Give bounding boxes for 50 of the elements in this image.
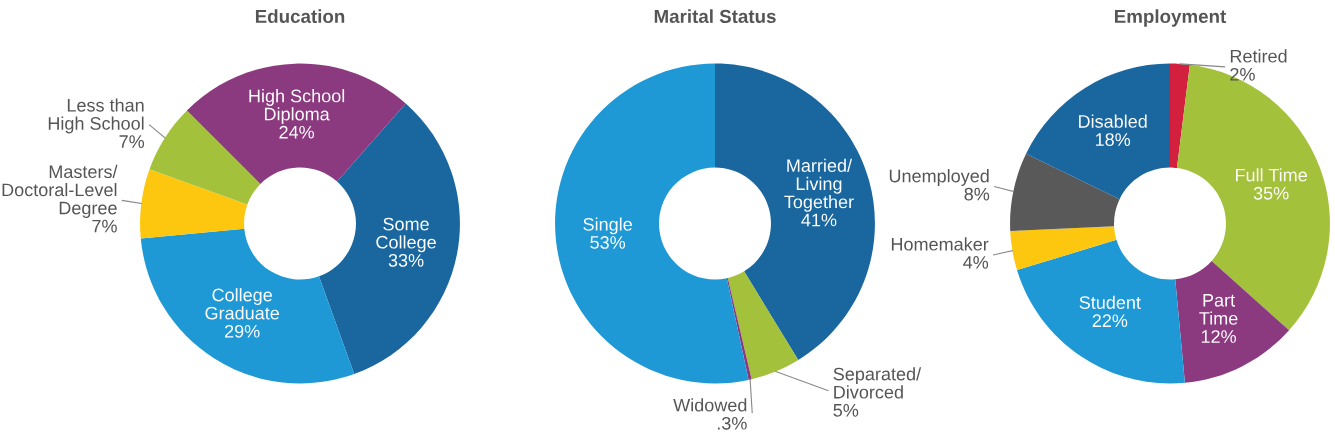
- data-label: 8%: [964, 187, 990, 201]
- data-label: 18%: [1095, 133, 1131, 146]
- slice-label: Masters/ Doctoral-Level Degree: [2, 164, 118, 218]
- slice-label: Full Time: [1235, 168, 1307, 182]
- slice-label: Student: [1079, 295, 1141, 309]
- slice-label: High School Diploma: [249, 89, 345, 125]
- data-label: 2%: [1230, 67, 1255, 81]
- donut-slice: [1010, 153, 1120, 231]
- data-label: 24%: [279, 125, 315, 139]
- data-label: 33%: [388, 253, 424, 267]
- donut-slice: [555, 63, 749, 384]
- data-label: 5%: [833, 404, 859, 417]
- donut-slice: [1176, 64, 1330, 331]
- data-label: 12%: [1201, 330, 1236, 343]
- donut-slice: [149, 110, 261, 205]
- donut-slice: [1170, 63, 1190, 168]
- data-label: 7%: [92, 219, 117, 233]
- slice-label: Unemployed: [889, 169, 989, 186]
- donut-slice: [140, 169, 248, 239]
- donut-slice: [726, 278, 752, 380]
- slice-label: Married/ Living Together: [784, 158, 854, 212]
- slice-label: Part Time: [1199, 294, 1238, 325]
- data-label: 53%: [590, 236, 626, 249]
- donut-slice: [1016, 239, 1185, 384]
- slice-label: Some College: [376, 217, 436, 253]
- donut-slice: [186, 63, 406, 184]
- slice-label: Homemaker: [891, 237, 989, 251]
- data-label: 4%: [963, 256, 989, 269]
- slice-label: Retired: [1230, 49, 1287, 63]
- chart-title: Education: [255, 9, 345, 24]
- data-label: 35%: [1253, 186, 1289, 200]
- donut-slice: [140, 228, 355, 384]
- data-label: .3%: [717, 416, 747, 430]
- donut-slice: [1010, 226, 1117, 271]
- donut-slice: [1026, 63, 1170, 200]
- donut-slice: [727, 271, 799, 380]
- slice-label: Separated/ Divorced: [833, 367, 922, 399]
- slice-label: Less than High School: [48, 98, 144, 134]
- chart-title: Marital Status: [654, 9, 776, 24]
- data-label: 22%: [1092, 314, 1128, 328]
- donut-slice: [715, 63, 875, 361]
- chart-title: Employment: [1115, 9, 1227, 27]
- slice-label: College Graduate: [205, 288, 279, 320]
- data-label: 41%: [801, 213, 837, 227]
- slice-label: Widowed: [673, 398, 747, 412]
- slice-label: Disabled: [1079, 114, 1147, 128]
- donut-slice: [1175, 260, 1290, 383]
- data-label: 7%: [119, 135, 145, 148]
- data-label: 29%: [224, 324, 260, 338]
- slice-label: Single: [583, 217, 632, 235]
